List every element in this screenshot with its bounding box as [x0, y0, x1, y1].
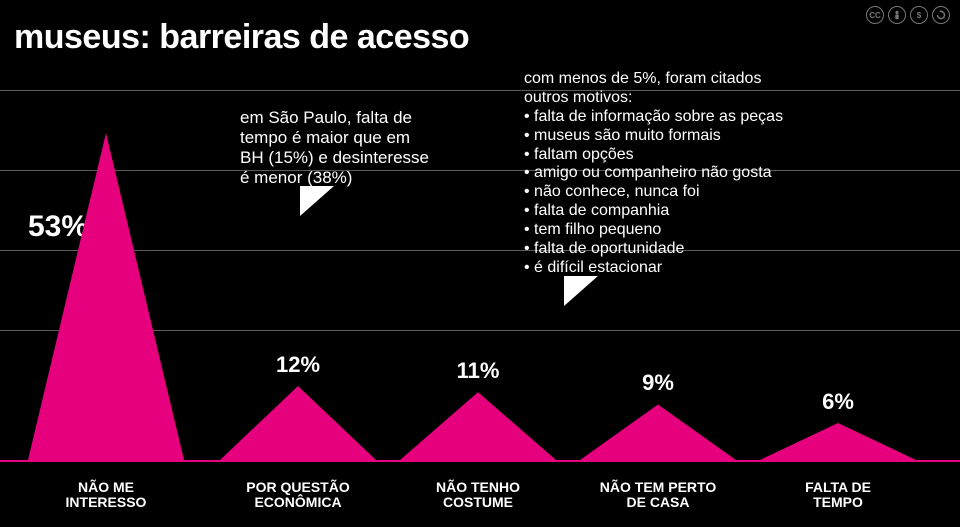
annotation-bullets: falta de informação sobre as peças museu… — [524, 108, 854, 278]
x-label: POR QUESTÃO ECONÔMICA — [246, 480, 349, 509]
x-label: NÃO ME INTERESSO — [66, 480, 147, 509]
annotation-bubble-sp: em São Paulo, falta de tempo é maior que… — [240, 108, 460, 188]
cc-icon: CC — [866, 6, 884, 24]
value-label-main: 53% — [28, 210, 88, 244]
value-label: 12% — [276, 352, 320, 378]
license-icons: CC $ — [866, 6, 950, 24]
value-label: 6% — [822, 389, 854, 415]
annotation-bubble-others: com menos de 5%, foram citados outros mo… — [524, 70, 854, 278]
value-label: 9% — [642, 370, 674, 396]
sa-icon — [932, 6, 950, 24]
bubble-tail-icon — [564, 276, 598, 306]
page-title: museus: barreiras de acesso — [14, 18, 469, 57]
x-label: NÃO TEM PERTO DE CASA — [600, 480, 716, 509]
x-label: FALTA DE TEMPO — [805, 480, 871, 509]
by-icon — [888, 6, 906, 24]
gridline — [0, 330, 960, 331]
chart-baseline — [0, 460, 960, 462]
nc-icon: $ — [910, 6, 928, 24]
annotation-text: em São Paulo, falta de tempo é maior que… — [240, 108, 460, 188]
x-label: NÃO TENHO COSTUME — [436, 480, 520, 509]
value-label: 11% — [457, 358, 500, 384]
bubble-tail-icon — [300, 186, 334, 216]
annotation-intro: com menos de 5%, foram citados outros mo… — [524, 70, 854, 108]
